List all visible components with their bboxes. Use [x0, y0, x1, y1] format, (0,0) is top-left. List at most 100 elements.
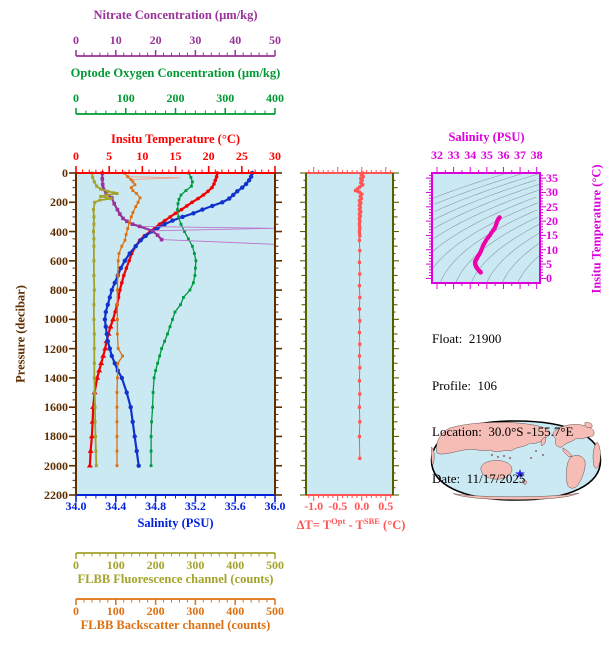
tick-label: 0.0: [354, 499, 370, 513]
tick-label: 0: [73, 91, 79, 105]
tick-label: 15: [169, 149, 182, 163]
map-central-america: [562, 447, 573, 458]
nitrate-axis-title: Nitrate Concentration (µm/kg): [93, 8, 258, 22]
tick-label: 34.8: [145, 499, 167, 513]
tick-label: 30: [269, 149, 281, 163]
tick-label: 38: [530, 148, 543, 162]
tick-label: 0: [73, 149, 79, 163]
tick-label: 25: [546, 199, 558, 214]
temperature-axis-title: Insitu Temperature (°C): [110, 132, 241, 146]
tick-label: 800: [50, 283, 68, 298]
tick-label: 50: [269, 33, 281, 47]
tick-label: 300: [186, 558, 205, 572]
tick-label: 0.5: [378, 499, 394, 513]
map-island: [502, 454, 506, 458]
tick-label: 400: [226, 604, 245, 618]
salinity-axis-title: Salinity (PSU): [137, 516, 214, 530]
tick-label: 5: [546, 257, 552, 272]
float-number: Float: 21900: [432, 331, 502, 346]
tick-label: -0.5: [328, 499, 348, 513]
tick-label: 0: [73, 558, 79, 572]
tick-label: 34.4: [105, 499, 127, 513]
tick-label: 0: [62, 166, 68, 180]
tick-label: 15: [546, 228, 558, 243]
tick-label: 200: [146, 604, 165, 618]
tick-label: 35.2: [184, 499, 206, 513]
tick-label: 10: [109, 33, 122, 47]
tick-label: 100: [116, 91, 135, 105]
tick-label: 500: [266, 558, 284, 572]
tick-label: 200: [146, 558, 165, 572]
tick-label: 200: [166, 91, 185, 105]
tick-label: 1600: [44, 400, 68, 415]
map-greenland: [584, 422, 593, 428]
tick-label: 300: [186, 604, 205, 618]
tick-label: 36.0: [264, 499, 286, 513]
map-island: [534, 449, 538, 453]
tick-label: 20: [202, 149, 215, 163]
tick-label: 500: [266, 604, 284, 618]
oxygen-axis-title: Optode Oxygen Concentration (µm/kg): [70, 66, 281, 80]
float-info-block: Float: 21900 Profile: 106 Location: 30.0…: [432, 300, 573, 517]
pressure-axis-title: Pressure (decibar): [13, 285, 28, 383]
tick-label: 10: [546, 242, 558, 257]
map-australia: [480, 460, 513, 480]
tick-label: 36: [497, 148, 510, 162]
tick-label: 32: [430, 148, 443, 162]
tick-label: 1000: [44, 312, 68, 327]
tick-label: 400: [266, 91, 284, 105]
tick-label: 1200: [44, 341, 68, 356]
tick-label: 30: [546, 185, 558, 200]
tick-label: 100: [106, 558, 125, 572]
float-position-star-icon: [515, 469, 525, 478]
tick-label: 1400: [44, 370, 68, 385]
map-north-america: [552, 424, 595, 448]
tick-label: 2200: [44, 488, 68, 502]
map-antarctica: [452, 492, 580, 500]
fluorescence-axis-title: FLBB Fluorescence channel (counts): [77, 572, 274, 586]
delta-t-axis-title: ΔT= TOpt - TSBE (°C): [296, 516, 406, 533]
tick-label: 40: [229, 33, 242, 47]
tick-label: 30: [189, 33, 202, 47]
tick-label: 25: [235, 149, 248, 163]
tick-label: 0: [73, 33, 79, 47]
tick-label: 34.0: [65, 499, 87, 513]
tick-label: 400: [226, 558, 245, 572]
map-island: [529, 456, 533, 460]
tick-label: 35: [480, 148, 493, 162]
map-island: [490, 453, 494, 457]
tick-label: 0: [546, 271, 552, 286]
tick-label: 20: [149, 33, 162, 47]
tick-label: 5: [106, 149, 113, 163]
map-island: [496, 455, 500, 459]
tick-label: 10: [136, 149, 149, 163]
tick-label: 35.6: [224, 499, 246, 513]
tick-label: 1800: [44, 429, 68, 444]
tick-label: 34: [464, 148, 477, 162]
map-eurasia: [436, 422, 551, 455]
tick-label: -1.0: [304, 499, 324, 513]
map-new-zealand: [521, 478, 528, 486]
tick-label: 2000: [44, 458, 68, 473]
float-location: Location: 30.0°S -155.7°E: [432, 424, 574, 439]
tick-label: 600: [50, 253, 68, 268]
map-island: [541, 453, 545, 457]
map-south-america: [566, 455, 586, 489]
backscatter-axis-title: FLBB Backscatter channel (counts): [80, 618, 271, 632]
tick-label: 33: [447, 148, 460, 162]
tick-label: 300: [216, 91, 235, 105]
tick-label: 0: [73, 604, 79, 618]
tick-label: 20: [546, 214, 558, 229]
ts-temperature-axis-title: Insitu Temperature (°C): [589, 164, 604, 294]
tick-label: 37: [514, 148, 527, 162]
tick-label: 200: [50, 195, 68, 210]
tick-label: 35: [546, 171, 558, 186]
tick-label: 400: [50, 224, 68, 239]
map-japan: [540, 436, 547, 447]
ts-salinity-axis-title: Salinity (PSU): [448, 130, 525, 144]
profile-number: Profile: 106: [432, 377, 497, 393]
profile-date: Date: 11/17/2025: [432, 470, 526, 486]
